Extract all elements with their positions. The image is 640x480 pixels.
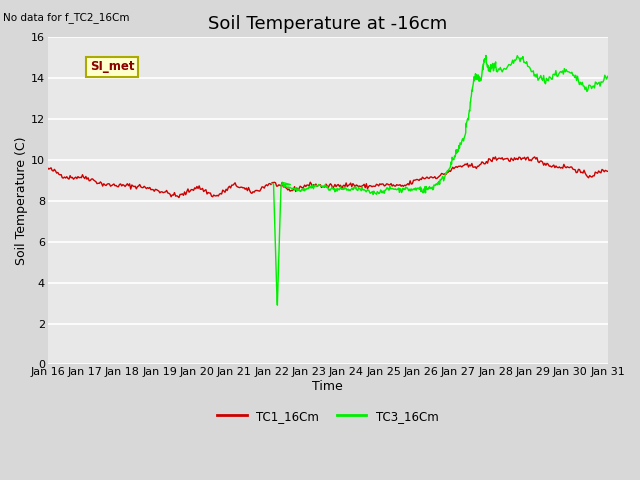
Text: SI_met: SI_met <box>90 60 134 73</box>
Title: Soil Temperature at -16cm: Soil Temperature at -16cm <box>208 15 447 33</box>
X-axis label: Time: Time <box>312 380 343 393</box>
Legend: TC1_16Cm, TC3_16Cm: TC1_16Cm, TC3_16Cm <box>212 405 443 427</box>
Text: No data for f_TC2_16Cm: No data for f_TC2_16Cm <box>3 12 130 23</box>
Y-axis label: Soil Temperature (C): Soil Temperature (C) <box>15 137 28 265</box>
